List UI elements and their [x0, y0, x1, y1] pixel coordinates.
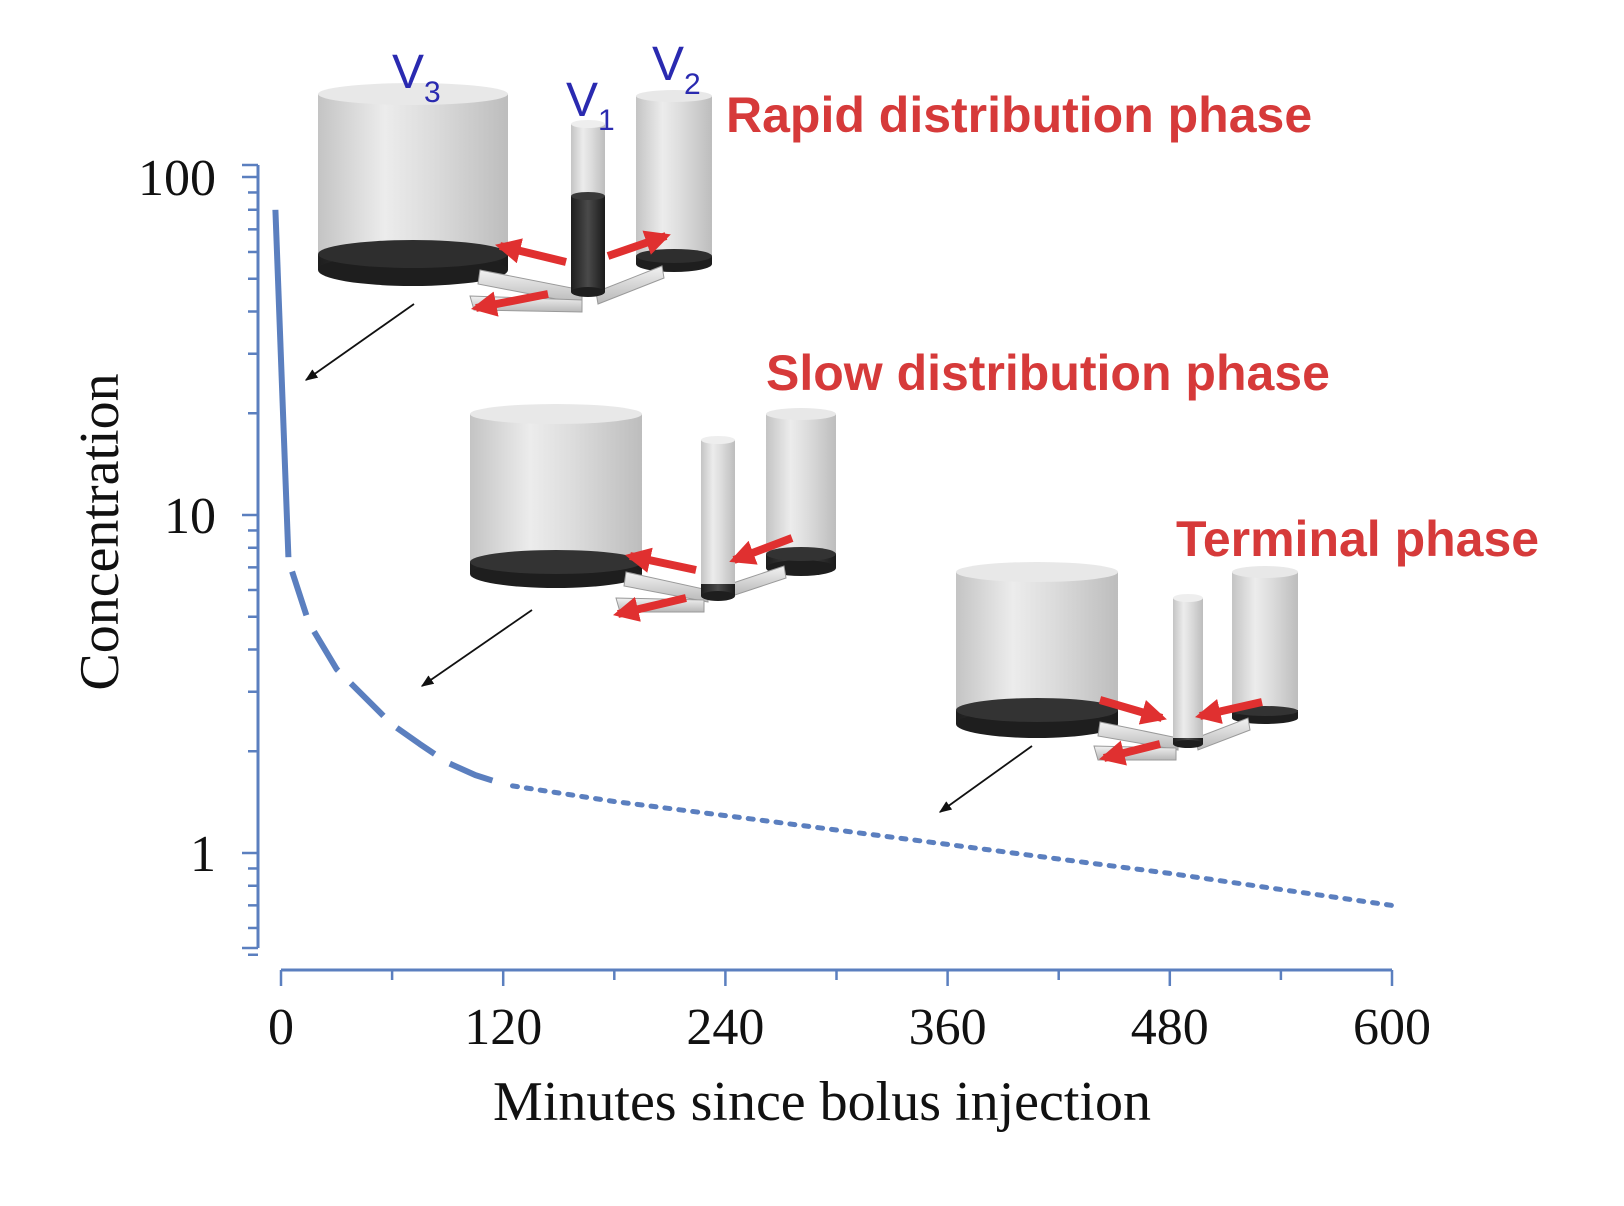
v3-cylinder — [956, 562, 1118, 738]
axes: 1 10 100 0 120 240 360 480 600 — [138, 150, 1431, 1056]
red-arrow-icon — [470, 290, 549, 317]
y-tick-label: 10 — [164, 488, 216, 545]
v2-label: V2 — [652, 38, 701, 101]
red-arrow-icon — [1195, 698, 1263, 724]
y-tick-labels: 1 10 100 — [138, 150, 216, 883]
y-ticks — [242, 163, 258, 956]
red-arrow-icon — [495, 238, 567, 266]
red-arrow-icon — [1099, 740, 1161, 766]
x-ticks — [279, 970, 1394, 986]
v3-cylinder — [318, 83, 508, 286]
series-group — [272, 209, 1395, 908]
x-tick-labels: 0 120 240 360 480 600 — [268, 999, 1431, 1056]
red-arrow-icon — [729, 534, 794, 565]
pipe-right — [1195, 717, 1251, 751]
y-tick-label: 100 — [138, 150, 216, 207]
compartment-model-slow — [470, 404, 836, 622]
y-axis-title: Concentration — [69, 373, 131, 690]
pointer-arrow-icon — [420, 609, 533, 687]
compartment-model-rapid: V3 V1 V2 — [318, 38, 712, 317]
v2-cylinder — [766, 408, 836, 576]
x-tick-label: 360 — [909, 999, 987, 1056]
annotation-slow-phase: Slow distribution phase — [766, 345, 1330, 401]
v2-cylinder — [1232, 566, 1298, 724]
red-arrow-icon — [624, 547, 697, 574]
red-arrow-icon — [1098, 696, 1167, 725]
v1-tube — [1173, 594, 1203, 748]
series-line-dashed — [289, 570, 505, 787]
pointer-arrow-icon — [304, 303, 415, 381]
v1-label: V1 — [566, 74, 615, 137]
x-tick-label: 480 — [1131, 999, 1209, 1056]
x-tick-label: 240 — [686, 999, 764, 1056]
pipe-left — [623, 571, 709, 603]
red-arrow-icon — [613, 594, 687, 622]
y-tick-label: 1 — [190, 826, 216, 883]
v1-tube — [571, 120, 605, 297]
annotation-rapid-phase: Rapid distribution phase — [726, 87, 1312, 143]
x-tick-label: 120 — [464, 999, 542, 1056]
red-arrow-icon — [606, 230, 671, 260]
v3-label: V3 — [392, 46, 441, 109]
x-tick-label: 600 — [1353, 999, 1431, 1056]
series-line-solid — [272, 209, 292, 558]
annotation-terminal-phase: Terminal phase — [1176, 511, 1539, 567]
compartment-model-terminal — [956, 562, 1298, 766]
pointer-arrow-icon — [938, 745, 1033, 813]
x-tick-label: 0 — [268, 999, 294, 1056]
v3-cylinder — [470, 404, 642, 588]
x-axis-title: Minutes since bolus injection — [493, 1071, 1151, 1133]
v1-tube — [701, 436, 735, 601]
pipe-right — [595, 265, 665, 305]
pipe-right — [729, 565, 787, 597]
series-line-dotted — [510, 783, 1395, 908]
